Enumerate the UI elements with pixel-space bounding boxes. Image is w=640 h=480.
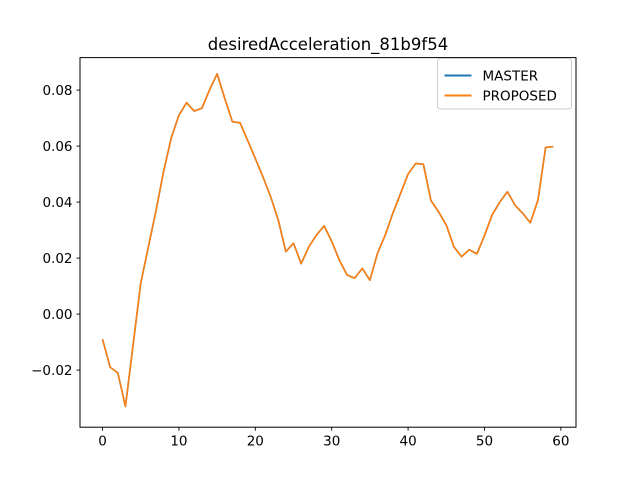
legend: MASTER PROPOSED [437,58,572,110]
series-line-proposed [101,73,554,408]
x-tick-label: 10 [170,434,187,450]
legend-label-master: MASTER [483,68,539,84]
plot-frame [79,57,577,428]
series-lines [101,73,554,408]
axes: 0 10 20 30 40 50 60 −0.02 0.00 0.02 0.04 0.06 0.08 [31,57,577,450]
y-tick-label: 0.06 [42,139,72,155]
legend-label-proposed: PROPOSED [483,88,557,104]
x-tick-label: 0 [98,434,107,450]
y-tick-label: 0.00 [42,307,72,323]
y-tick-label: 0.04 [42,195,72,211]
y-tick-label: −0.02 [31,363,72,379]
y-tick-label: 0.08 [42,83,72,99]
series-line-master [101,73,554,408]
x-tick-label: 20 [247,434,264,450]
chart-title: desiredAcceleration_81b9f54 [208,35,448,55]
x-tick-label: 50 [476,434,493,450]
x-tick-label: 30 [323,434,340,450]
x-tick-label: 40 [400,434,417,450]
y-tick-label: 0.02 [42,251,72,267]
x-tick-label: 60 [552,434,569,450]
